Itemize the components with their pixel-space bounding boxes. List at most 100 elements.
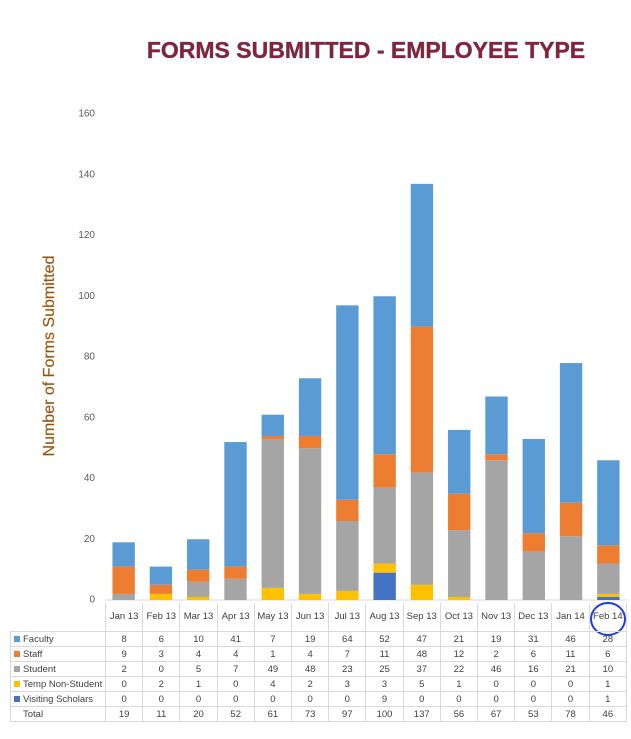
bar-segment [597, 545, 620, 564]
legend-key [14, 680, 20, 687]
table-value: 4 [179, 646, 218, 662]
x-tick-label: Dec 13 [514, 603, 553, 632]
table-total: 97 [328, 706, 367, 722]
table-value: 19 [291, 631, 330, 647]
bar-segment [298, 378, 322, 436]
table-value: 23 [328, 661, 367, 677]
table-value: 7 [328, 646, 367, 662]
bar-segment [336, 521, 359, 591]
legend-entry: Faculty [10, 631, 106, 647]
table-total: 61 [253, 706, 293, 722]
bar-segment [373, 563, 396, 573]
bar-segment [336, 590, 359, 600]
table-value: 19 [477, 631, 516, 647]
bar-segment [224, 442, 247, 567]
table-value: 28 [588, 631, 628, 647]
bar-segment [410, 183, 434, 327]
table-value: 1 [588, 691, 628, 707]
table-value: 0 [216, 676, 255, 692]
table-value: 46 [477, 661, 516, 677]
table-header-row: Jan 13 Feb 13 Mar 13 Apr 13 May 13 Jun 13 Jul … [11, 603, 628, 632]
y-tick-label: 40 [84, 473, 96, 484]
table-value: 22 [439, 661, 479, 677]
table-value: 0 [291, 691, 330, 707]
x-tick-label: Jul 13 [328, 603, 367, 632]
table-value: 49 [253, 661, 293, 677]
bar-segment [559, 363, 583, 503]
bar-segment [187, 581, 210, 597]
table-value: 4 [253, 676, 293, 692]
table-value: 2 [477, 646, 516, 662]
table-total: 52 [216, 706, 255, 722]
bar-segment [410, 584, 434, 600]
bar-segment [448, 429, 471, 494]
table-value: 12 [439, 646, 479, 662]
table-value: 25 [365, 661, 404, 677]
table-value: 0 [551, 691, 590, 707]
legend-entry: Staff [10, 646, 106, 662]
bar-segment [485, 454, 508, 461]
table-row: Faculty 8 6 10 41 7 19 64 52 47 21 19 31 46 28 [10, 631, 628, 647]
table-value: 2 [142, 676, 181, 692]
x-tick-label: Apr 13 [216, 603, 255, 632]
data-table: Jan 13 Feb 13 Mar 13 Apr 13 May 13 Jun 13 Jul … [10, 603, 628, 722]
table-value: 3 [365, 676, 404, 692]
table-value: 1 [253, 646, 293, 662]
table-total: 46 [588, 706, 628, 722]
y-tick-label: 140 [78, 169, 95, 180]
legend-entry: Student [10, 661, 106, 677]
bar-segment [373, 296, 396, 455]
bar-segment [485, 460, 508, 600]
table-value: 0 [439, 691, 479, 707]
y-tick-label: 120 [78, 230, 95, 241]
bar-segment [597, 593, 620, 597]
chart-title: FORMS SUBMITTED - EMPLOYEE TYPE [147, 37, 585, 63]
table-value: 52 [365, 631, 404, 647]
bar-segment [373, 454, 396, 488]
table-total: 100 [365, 706, 404, 722]
x-tick-label: Jun 13 [291, 603, 330, 632]
bar-segment [149, 566, 173, 585]
table-total: 78 [551, 706, 590, 722]
legend-key [14, 650, 20, 657]
table-value: 0 [253, 691, 293, 707]
table-total-row: Total 19 11 20 52 61 73 97 100 137 56 67 53 78 46 [10, 706, 628, 722]
table-total: 20 [179, 706, 218, 722]
bar-segment [261, 439, 284, 588]
bar-segment [336, 305, 359, 500]
bar-segment [559, 536, 583, 600]
x-tick-label: Feb 13 [142, 603, 181, 632]
table-value: 11 [365, 646, 404, 662]
legend-label: Faculty [23, 633, 54, 645]
bar-segment [149, 584, 173, 594]
table-total: 56 [439, 706, 479, 722]
table-value: 10 [588, 661, 628, 677]
y-tick-label: 80 [84, 352, 96, 363]
y-tick-label: 20 [84, 534, 96, 545]
table-total: 19 [104, 706, 144, 722]
table-value: 2 [291, 676, 330, 692]
table-total: 11 [142, 706, 181, 722]
bar-segment [448, 596, 471, 600]
table-total: 53 [514, 706, 553, 722]
table-value: 6 [514, 646, 553, 662]
table-value: 2 [104, 661, 144, 677]
bar-segment [187, 539, 210, 570]
total-label: Total [10, 706, 106, 722]
table-value: 11 [551, 646, 590, 662]
table-total: 67 [477, 706, 516, 722]
x-tick-label: May 13 [253, 603, 293, 632]
legend-label: Staff [23, 648, 43, 660]
table-value: 16 [514, 661, 553, 677]
bar-segment [485, 396, 508, 455]
bar-segment [187, 569, 210, 582]
legend-key [14, 665, 20, 672]
bar-segment [224, 566, 247, 579]
bar-segment [410, 472, 434, 585]
bar-segment [298, 435, 322, 449]
bar-segment [261, 435, 284, 440]
table-row: Visiting Scholars 0 0 0 0 0 0 0 9 0 0 0 0 0 1 [10, 691, 628, 707]
bar-segment [298, 448, 322, 594]
bar-segment [149, 593, 173, 600]
